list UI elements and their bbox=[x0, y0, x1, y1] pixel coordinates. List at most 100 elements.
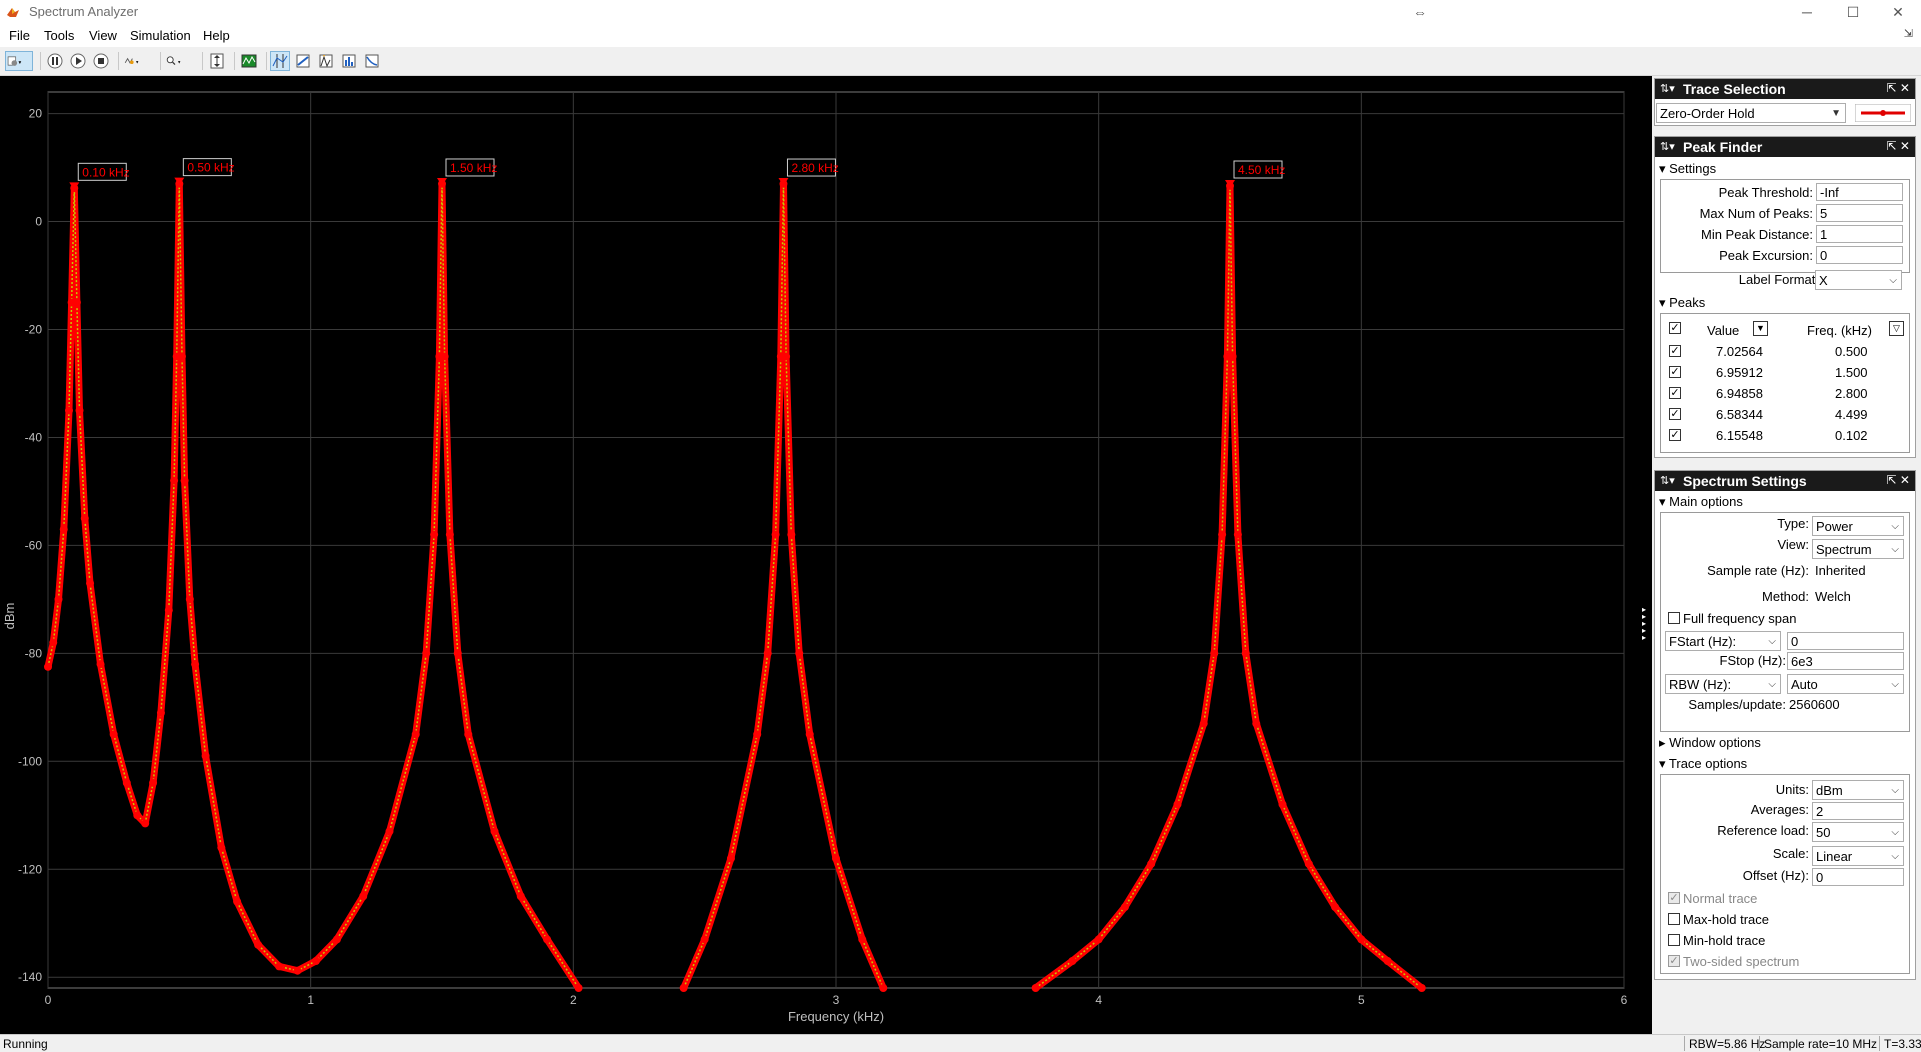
menu-file[interactable]: File bbox=[9, 28, 30, 43]
panel-grip-icon[interactable]: ⇅▾ bbox=[1660, 141, 1675, 153]
trace-point bbox=[700, 935, 709, 944]
trace-point bbox=[543, 935, 552, 944]
ccdf-icon[interactable] bbox=[363, 52, 381, 70]
peak-excursion-input[interactable]: 0 bbox=[1816, 246, 1903, 264]
trace-point bbox=[75, 406, 84, 415]
trace-point bbox=[180, 476, 189, 485]
y-tick-label: -140 bbox=[18, 970, 42, 984]
refload-dropdown[interactable]: 50 ⌵ bbox=[1812, 822, 1904, 842]
minimize-button[interactable]: ─ bbox=[1802, 4, 1812, 20]
minhold-trace-checkbox[interactable] bbox=[1668, 934, 1680, 946]
menu-simulation[interactable]: Simulation bbox=[130, 28, 191, 43]
undock-close-icons[interactable]: ⇱ ✕ bbox=[1886, 473, 1910, 487]
full-span-checkbox[interactable] bbox=[1668, 612, 1680, 624]
close-button[interactable]: ✕ bbox=[1892, 4, 1904, 20]
y-axis-label: dBm bbox=[2, 603, 17, 630]
x-tick-label: 1 bbox=[307, 993, 314, 1007]
trace-line-2 bbox=[1035, 185, 1423, 989]
peak-label-box bbox=[445, 158, 495, 177]
peaks-section-toggle[interactable]: ▾ Peaks bbox=[1659, 295, 1706, 310]
maximize-button[interactable]: ☐ bbox=[1846, 4, 1860, 20]
configuration-icon[interactable]: ▾ bbox=[5, 51, 33, 71]
samples-value: 2560600 bbox=[1789, 697, 1840, 712]
spectrum-settings-icon[interactable] bbox=[240, 52, 258, 70]
scale-dropdown[interactable]: Linear ⌵ bbox=[1812, 846, 1904, 866]
trace-color-swatch[interactable] bbox=[1855, 104, 1911, 122]
signal-selection-icon[interactable]: ▾ bbox=[124, 52, 154, 70]
scale-axes-icon[interactable] bbox=[208, 52, 226, 70]
trace-point bbox=[156, 708, 165, 717]
menu-help[interactable]: Help bbox=[203, 28, 230, 43]
peak-threshold-input[interactable]: -Inf bbox=[1816, 183, 1903, 201]
undock-close-icons[interactable]: ⇱ ✕ bbox=[1886, 81, 1910, 95]
trace-point bbox=[1031, 984, 1040, 992]
settings-section-toggle[interactable]: ▾ Settings bbox=[1659, 161, 1717, 176]
sort-value-icon[interactable]: ▼ bbox=[1753, 321, 1768, 336]
resize-icon[interactable]: ⇔ bbox=[1413, 4, 1427, 20]
peak-label: 1.50 kHz bbox=[450, 161, 497, 175]
trace-point bbox=[49, 638, 58, 647]
min-peak-distance-input[interactable]: 1 bbox=[1816, 225, 1903, 243]
spectrum-plot[interactable]: 0 1 2 3 4 5 6 20 0 -20 -40 -60 -80 -100 -120 -140 0.10 … bbox=[0, 76, 1652, 1034]
menu-view[interactable]: View bbox=[89, 28, 117, 43]
fstop-input[interactable]: 6e3 bbox=[1787, 652, 1904, 670]
trace-point bbox=[1233, 530, 1242, 539]
trace-point bbox=[1357, 935, 1366, 944]
fstart-dropdown[interactable]: FStart (Hz): ⌵ bbox=[1665, 631, 1781, 651]
trace-select-dropdown[interactable]: Zero-Order Hold ▼ bbox=[1656, 103, 1846, 123]
row-checkbox[interactable]: ✓ bbox=[1669, 408, 1681, 420]
peak-finder-icon[interactable] bbox=[317, 52, 335, 70]
chevron-down-icon: ▼ bbox=[1831, 108, 1841, 119]
label-format-dropdown[interactable]: X ⌵ bbox=[1815, 270, 1902, 290]
undock-icon[interactable]: ⇲ bbox=[1903, 28, 1913, 40]
trace-options-toggle[interactable]: ▾ Trace options bbox=[1659, 756, 1748, 771]
channel-measurement-icon[interactable] bbox=[294, 52, 312, 70]
peak-label: 0.50 kHz bbox=[187, 161, 234, 175]
svg-text:▾: ▾ bbox=[178, 60, 181, 65]
row-checkbox[interactable]: ✓ bbox=[1669, 366, 1681, 378]
status-state: Running bbox=[3, 1037, 48, 1051]
two-sided-checkbox[interactable]: ✓ bbox=[1668, 955, 1680, 967]
type-dropdown[interactable]: Power ⌵ bbox=[1812, 516, 1904, 536]
distortion-icon[interactable] bbox=[340, 52, 358, 70]
normal-trace-label: Normal trace bbox=[1683, 891, 1758, 906]
averages-input[interactable]: 2 bbox=[1812, 802, 1904, 820]
rbw-dropdown[interactable]: RBW (Hz): ⌵ bbox=[1665, 674, 1781, 694]
cursor-measurement-icon[interactable] bbox=[270, 51, 290, 71]
peak-label: 0.10 kHz bbox=[82, 165, 129, 179]
panel-title: Peak Finder bbox=[1683, 139, 1763, 155]
collapse-panel-handle[interactable]: ▸ ▸ ▸ ▸ ▸ bbox=[1641, 605, 1646, 642]
sort-freq-icon[interactable]: ▽ bbox=[1889, 321, 1904, 336]
play-icon[interactable] bbox=[69, 52, 87, 70]
view-dropdown[interactable]: Spectrum ⌵ bbox=[1812, 539, 1904, 559]
stop-icon[interactable] bbox=[92, 52, 110, 70]
select-all-checkbox[interactable]: ✓ bbox=[1669, 322, 1681, 334]
peak-label: 4.50 kHz bbox=[1238, 163, 1285, 177]
trace-point bbox=[464, 730, 473, 739]
units-dropdown[interactable]: dBm ⌵ bbox=[1812, 780, 1904, 800]
max-num-peaks-input[interactable]: 5 bbox=[1816, 204, 1903, 222]
row-checkbox[interactable]: ✓ bbox=[1669, 345, 1681, 357]
row-checkbox[interactable]: ✓ bbox=[1669, 387, 1681, 399]
y-tick-label: -100 bbox=[18, 754, 42, 768]
pause-icon[interactable] bbox=[46, 52, 64, 70]
panel-grip-icon[interactable]: ⇅▾ bbox=[1660, 475, 1675, 487]
rbw-value-dropdown[interactable]: Auto ⌵ bbox=[1787, 674, 1904, 694]
normal-trace-checkbox[interactable]: ✓ bbox=[1668, 892, 1680, 904]
trace-point bbox=[185, 595, 194, 604]
title-bar: Spectrum Analyzer ⇔ ─ ☐ ✕ bbox=[0, 0, 1921, 25]
undock-close-icons[interactable]: ⇱ ✕ bbox=[1886, 139, 1910, 153]
trace-point bbox=[1068, 957, 1077, 966]
trace-point bbox=[763, 649, 772, 658]
main-options-toggle[interactable]: ▾ Main options bbox=[1659, 494, 1743, 509]
offset-input[interactable]: 0 bbox=[1812, 868, 1904, 886]
zoom-icon[interactable]: ▾ bbox=[166, 52, 196, 70]
row-checkbox[interactable]: ✓ bbox=[1669, 429, 1681, 441]
units-label: Units: bbox=[1775, 782, 1809, 797]
maxhold-trace-checkbox[interactable] bbox=[1668, 913, 1680, 925]
window-options-toggle[interactable]: ▸ Window options bbox=[1659, 735, 1761, 750]
menu-tools[interactable]: Tools bbox=[44, 28, 75, 43]
trace-point bbox=[86, 579, 95, 588]
panel-grip-icon[interactable]: ⇅▾ bbox=[1660, 83, 1675, 95]
fstart-input[interactable]: 0 bbox=[1787, 632, 1904, 650]
